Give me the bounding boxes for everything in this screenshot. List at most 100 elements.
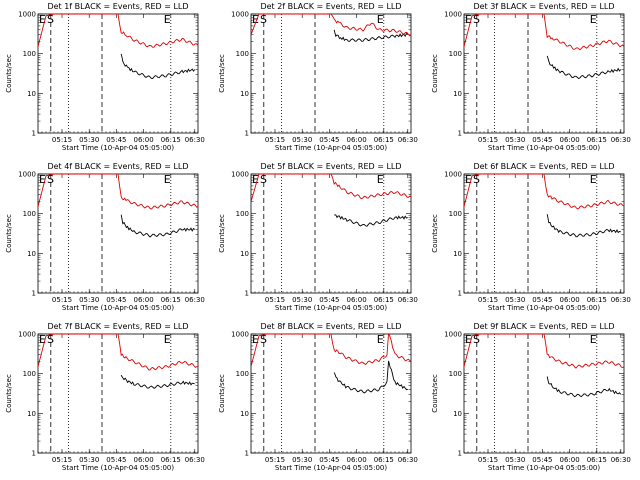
x-tick-label: 05:15 [52, 296, 72, 304]
x-tick-label: 05:30 [292, 296, 312, 304]
region-marker: E [590, 333, 597, 346]
detector-chart-9: Det 9f BLACK = Events, RED = LLD 1 10 100 10… [431, 322, 631, 472]
y-tick-label: 100 [23, 210, 36, 218]
x-tick-label: 06:30 [398, 136, 418, 144]
detector-chart-6: Det 6f BLACK = Events, RED = LLD 1 10 100 10… [431, 162, 631, 312]
x-tick-label: 06:30 [398, 456, 418, 464]
x-tick-label: 05:30 [79, 296, 99, 304]
events-series-line [546, 376, 622, 398]
y-tick-label: 100 [23, 370, 36, 378]
region-marker: S [47, 173, 54, 186]
x-tick-label: 05:15 [265, 456, 285, 464]
x-axis-label: Start Time (10-Apr-04 05:05:00) [275, 144, 387, 152]
region-marker: S [260, 173, 267, 186]
y-axis-label: Counts/sec [431, 374, 439, 413]
y-tick-label: 1000 [18, 11, 36, 19]
region-marker: E [39, 333, 46, 346]
x-tick-label: 05:30 [505, 136, 525, 144]
y-axis-label: Counts/sec [5, 214, 13, 253]
lld-series-line [464, 334, 624, 369]
y-tick-label: 10 [240, 90, 249, 98]
x-tick-label: 06:15 [587, 456, 607, 464]
x-tick-label: 06:15 [587, 296, 607, 304]
y-tick-label: 100 [449, 210, 462, 218]
chart-title: Det 8f BLACK = Events, RED = LLD [260, 322, 401, 331]
lld-series-line [251, 14, 411, 37]
y-tick-label: 1000 [231, 331, 249, 339]
x-tick-label: 05:45 [532, 456, 552, 464]
x-axis-label: Start Time (10-Apr-04 05:05:00) [488, 144, 600, 152]
events-series-line [546, 214, 621, 238]
x-tick-label: 06:15 [374, 456, 394, 464]
x-tick-label: 05:45 [319, 456, 339, 464]
x-tick-label: 06:30 [611, 296, 631, 304]
events-series-line [120, 214, 196, 238]
detector-chart-3: Det 3f BLACK = Events, RED = LLD 1 10 100 10… [431, 2, 631, 152]
y-tick-label: 100 [449, 50, 462, 58]
y-axis-label: Counts/sec [218, 374, 226, 413]
x-tick-label: 06:30 [611, 456, 631, 464]
events-series-line [333, 29, 409, 42]
detector-chart-1: Det 1f BLACK = Events, RED = LLD 1 10 100 10… [5, 2, 205, 152]
chart-title: Det 1f BLACK = Events, RED = LLD [47, 2, 188, 11]
events-series-line [334, 214, 408, 227]
x-axis-label: Start Time (10-Apr-04 05:05:00) [62, 304, 174, 312]
y-tick-label: 1000 [444, 11, 462, 19]
detector-chart-2: Det 2f BLACK = Events, RED = LLD 1 10 100 10… [218, 2, 418, 152]
region-marker: E [377, 13, 384, 26]
x-tick-label: 05:45 [106, 296, 126, 304]
y-tick-label: 1 [458, 450, 462, 458]
region-marker: E [252, 173, 259, 186]
x-tick-label: 05:45 [319, 136, 339, 144]
plot-frame [250, 173, 412, 294]
x-tick-label: 05:30 [79, 136, 99, 144]
x-tick-label: 05:15 [478, 136, 498, 144]
y-axis-label: Counts/sec [431, 54, 439, 93]
region-marker: E [465, 333, 472, 346]
chart-title: Det 5f BLACK = Events, RED = LLD [260, 162, 401, 171]
x-tick-label: 05:15 [52, 456, 72, 464]
x-tick-label: 05:45 [532, 136, 552, 144]
region-marker: E [377, 173, 384, 186]
region-marker: S [47, 333, 54, 346]
x-tick-label: 06:00 [560, 296, 580, 304]
y-tick-label: 1 [458, 290, 462, 298]
x-tick-label: 06:15 [161, 296, 181, 304]
y-tick-label: 1000 [18, 331, 36, 339]
region-marker: E [590, 13, 597, 26]
region-marker: E [39, 13, 46, 26]
x-tick-label: 05:30 [292, 456, 312, 464]
region-marker: S [473, 333, 480, 346]
region-marker: S [47, 13, 54, 26]
lld-series-line [464, 174, 624, 210]
y-tick-label: 1 [32, 450, 36, 458]
x-axis-label: Start Time (10-Apr-04 05:05:00) [62, 144, 174, 152]
x-tick-label: 05:45 [532, 296, 552, 304]
region-marker: S [260, 13, 267, 26]
x-axis-label: Start Time (10-Apr-04 05:05:00) [275, 464, 387, 472]
events-series-line [546, 55, 622, 80]
lld-series-line [251, 334, 411, 367]
chart-title: Det 7f BLACK = Events, RED = LLD [47, 322, 188, 331]
y-tick-label: 10 [240, 250, 249, 258]
region-marker: E [164, 13, 171, 26]
y-tick-label: 10 [27, 90, 36, 98]
lld-series-line [38, 14, 198, 48]
plot-frame [250, 13, 412, 134]
x-tick-label: 06:00 [347, 456, 367, 464]
y-tick-label: 1 [32, 130, 36, 138]
detector-chart-7: Det 7f BLACK = Events, RED = LLD 1 10 100 10… [5, 322, 205, 472]
y-tick-label: 10 [453, 410, 462, 418]
x-tick-label: 06:15 [161, 456, 181, 464]
detector-chart-8: Det 8f BLACK = Events, RED = LLD 1 10 100 10… [218, 322, 418, 472]
y-axis-label: Counts/sec [431, 214, 439, 253]
y-tick-label: 1 [458, 130, 462, 138]
y-tick-label: 100 [236, 50, 249, 58]
plot-frame [463, 13, 625, 134]
region-marker: E [590, 173, 597, 186]
region-marker: E [39, 173, 46, 186]
region-marker: S [260, 333, 267, 346]
y-axis-label: Counts/sec [218, 54, 226, 93]
y-tick-label: 1000 [18, 171, 36, 179]
